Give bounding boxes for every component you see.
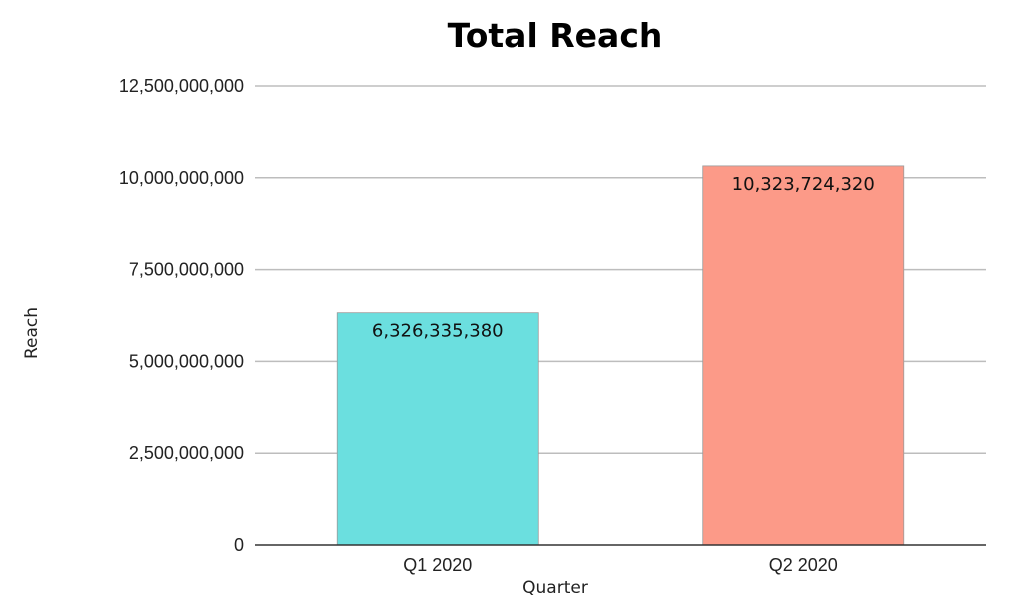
data-label: 10,323,724,320 xyxy=(732,174,875,195)
bar-1 xyxy=(336,312,539,546)
y-tick-label: 7,500,000,000 xyxy=(129,260,244,280)
y-tick-label: 0 xyxy=(234,535,244,555)
bar-2 xyxy=(702,165,905,546)
x-tick-label: Q1 2020 xyxy=(403,555,472,575)
x-tick-label: Q2 2020 xyxy=(769,555,838,575)
bars xyxy=(336,165,905,546)
y-axis-ticks: 0 2,500,000,000 5,000,000,000 7,500,000,000… xyxy=(119,76,244,555)
y-tick-label: 10,000,000,000 xyxy=(119,168,244,188)
x-axis-ticks: Q1 2020 Q2 2020 xyxy=(403,555,838,575)
y-axis-label: Reach xyxy=(22,307,42,359)
chart-title: Total Reach xyxy=(448,16,663,55)
data-label: 6,326,335,380 xyxy=(372,321,504,342)
x-axis-label: Quarter xyxy=(522,578,588,598)
y-tick-label: 12,500,000,000 xyxy=(119,76,244,96)
data-labels: 6,326,335,380 10,323,724,320 xyxy=(372,174,875,342)
y-tick-label: 2,500,000,000 xyxy=(129,443,244,463)
y-tick-label: 5,000,000,000 xyxy=(129,351,244,371)
